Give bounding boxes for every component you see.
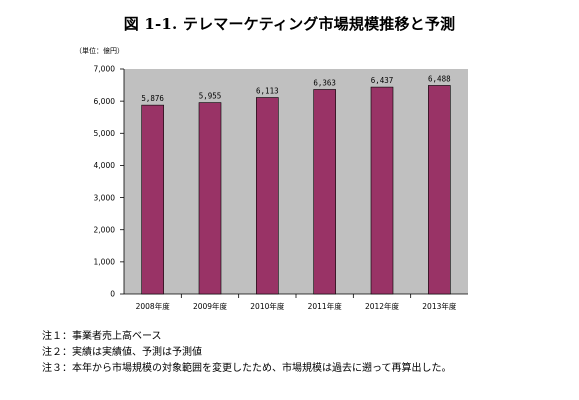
notes-block: 注１：事業者売上高ベース 注２：実績は実績値、予測は予測値 注３：本年から市場規…: [42, 329, 452, 377]
data-label: 6,363: [313, 78, 336, 87]
data-label: 6,437: [371, 76, 394, 85]
y-tick-label: 3,000: [94, 193, 116, 202]
y-tick-label: 1,000: [94, 258, 116, 267]
x-tick-label: 2013年度: [422, 301, 457, 311]
plot-area: [124, 69, 468, 294]
y-tick-label: 5,000: [94, 129, 116, 138]
data-label: 5,876: [141, 94, 164, 103]
unit-label: （単位：億円）: [75, 47, 124, 55]
y-tick-label: 6,000: [94, 97, 116, 106]
bar: [370, 86, 394, 295]
chart-title: 図 1-1. テレマーケティング市場規模推移と予測: [123, 15, 456, 33]
note-3: 注３：本年から市場規模の対象範囲を変更したため、市場規模は過去に遡って再算出した…: [42, 363, 452, 374]
data-label: 6,488: [428, 74, 451, 83]
bar: [256, 97, 279, 295]
note-2: 注２：実績は実績値、予測は予測値: [42, 347, 202, 358]
x-tick-label: 2010年度: [250, 301, 285, 311]
y-tick-label: 0: [110, 290, 115, 299]
data-label: 6,113: [256, 87, 279, 96]
bar: [428, 85, 451, 295]
x-tick-label: 2008年度: [136, 301, 171, 311]
bar-chart: 0 1,000 2,000 3,000 4,000 5,000 6,000 7,000 5,87…: [94, 65, 468, 311]
y-tick-label: 4,000: [94, 161, 116, 170]
x-tick-label: 2011年度: [308, 301, 343, 311]
bar: [141, 104, 164, 295]
y-tick-label: 2,000: [94, 225, 116, 234]
note-1: 注１：事業者売上高ベース: [42, 331, 162, 342]
x-tick-label: 2009年度: [193, 301, 228, 311]
x-tick-label: 2012年度: [365, 301, 400, 311]
y-tick-label: 7,000: [94, 65, 116, 74]
data-label: 5,955: [199, 92, 222, 101]
bar: [198, 102, 222, 295]
bar: [313, 89, 336, 295]
